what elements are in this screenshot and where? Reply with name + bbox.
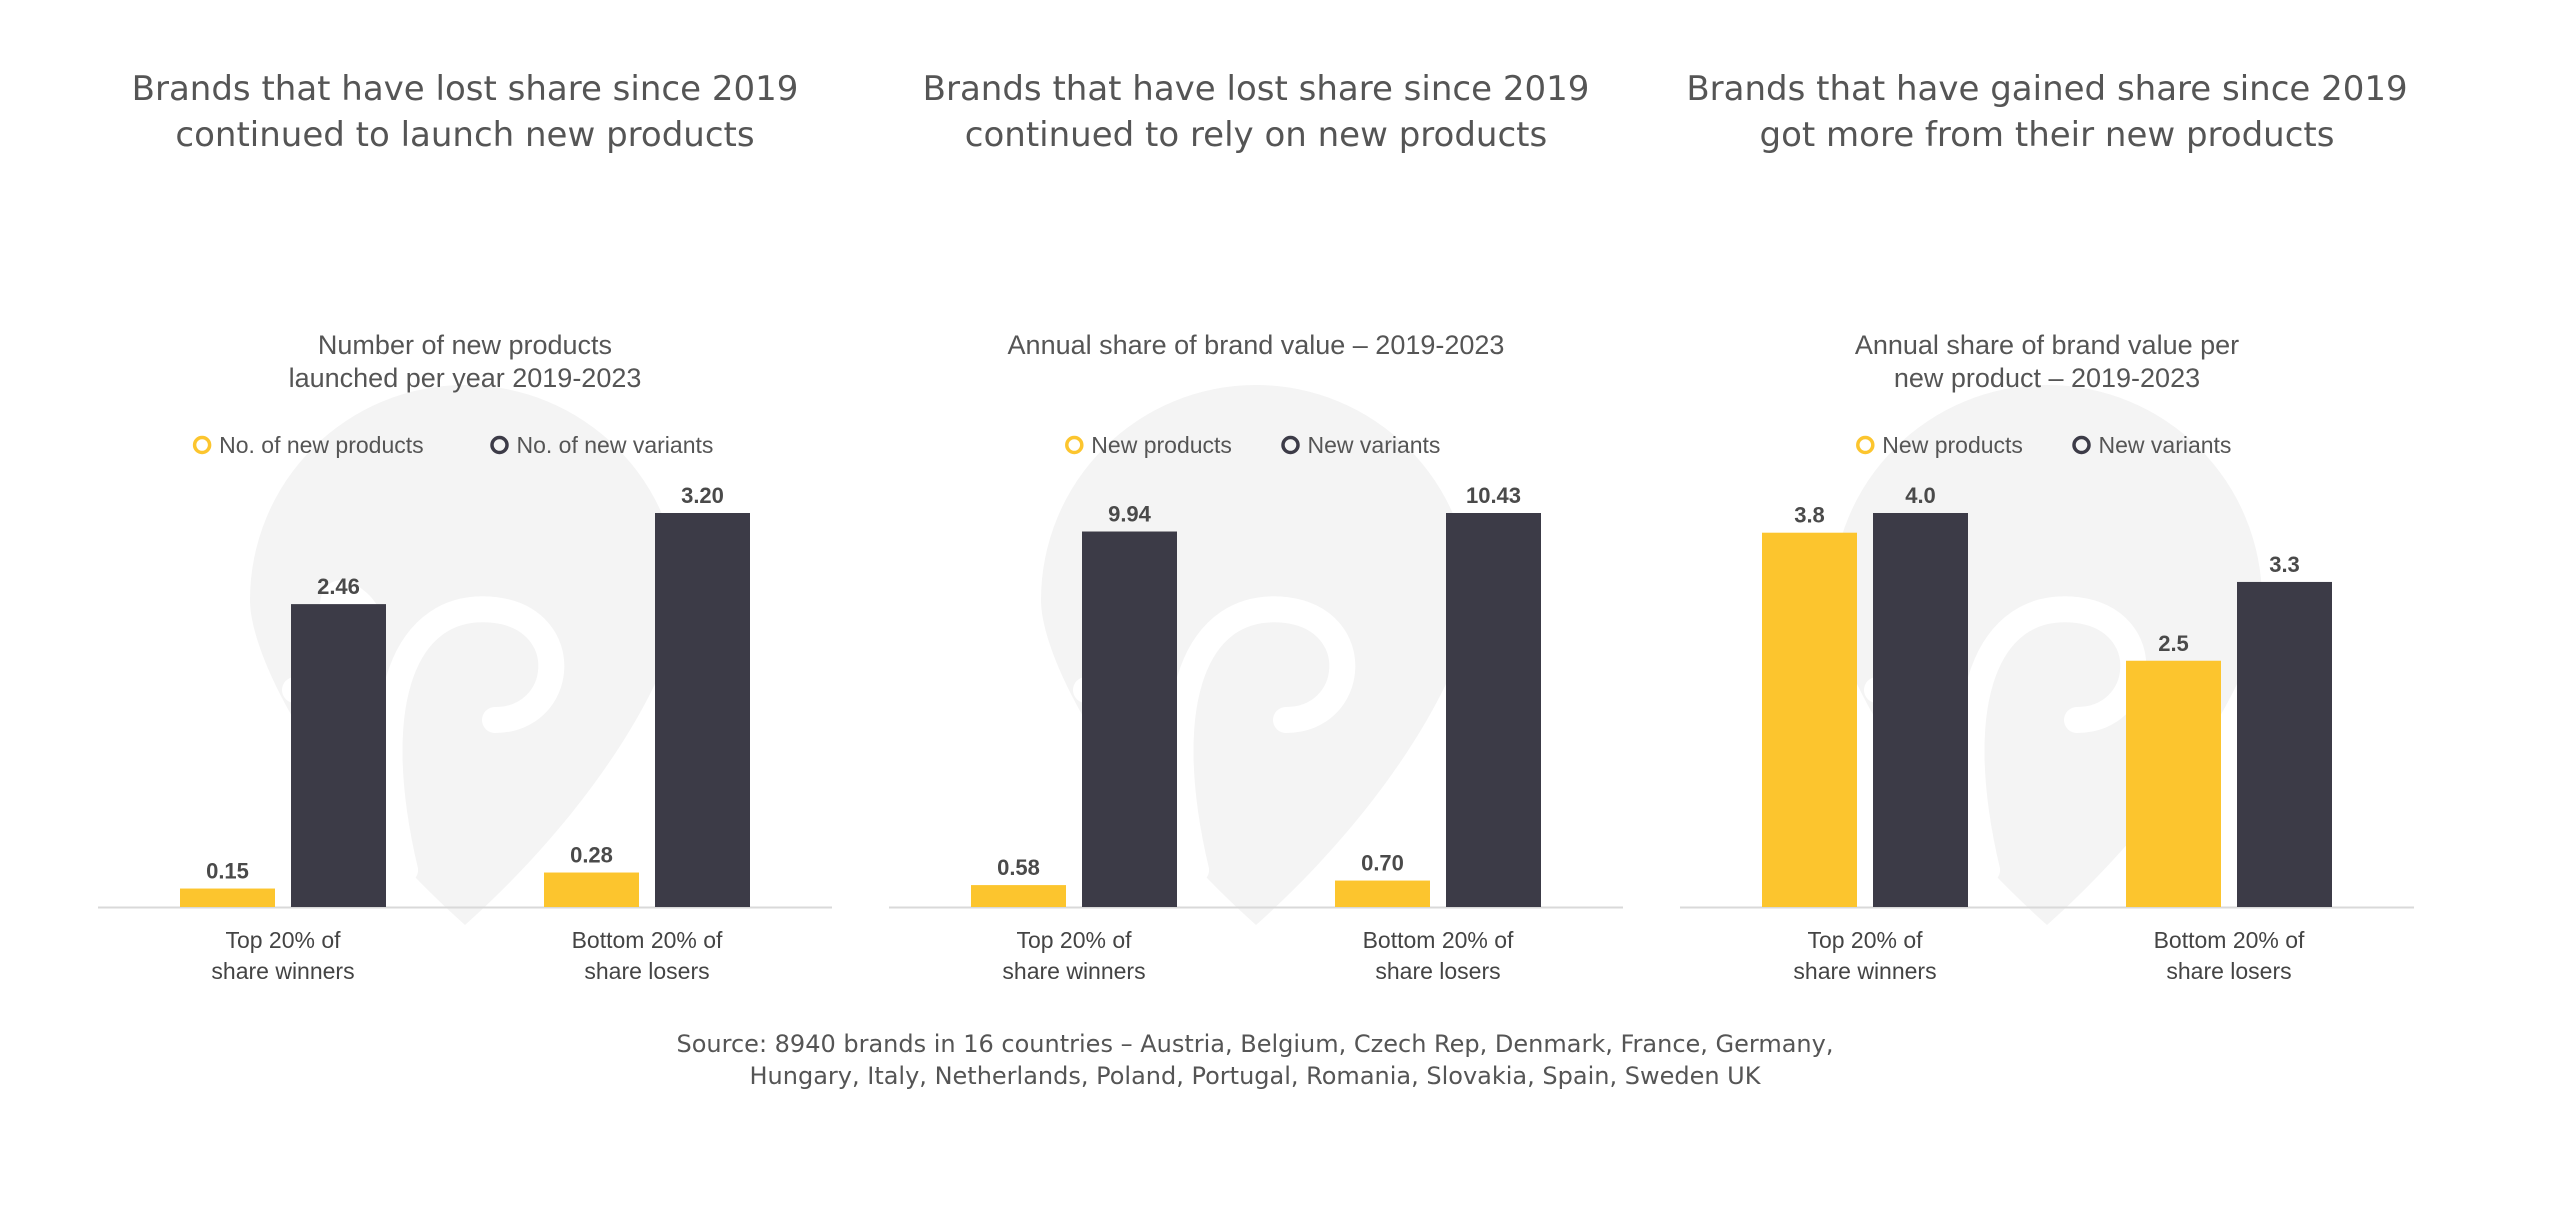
chart-title-line-2: new product – 2019-2023: [1894, 363, 2200, 393]
legend-label-2: New variants: [1308, 432, 1441, 458]
legend-item-2: New variants: [1281, 432, 1441, 458]
legend-item-1: New products: [1065, 432, 1232, 458]
data-label-new-products-2: 0.28: [570, 843, 613, 868]
panel-headline-line-2: got more from their new products: [1760, 115, 2335, 155]
category-label-1-line-2: share winners: [1002, 958, 1145, 984]
category-label-1-line-2: share winners: [211, 958, 354, 984]
category-label-1-line-1: Top 20% of: [1016, 927, 1132, 953]
legend-item-1: No. of new products: [192, 432, 424, 458]
data-label-new-variants-1: 2.46: [317, 574, 360, 599]
category-label-2-line-1: Bottom 20% of: [572, 927, 723, 953]
legend-swatch-2: [2072, 435, 2091, 455]
bar-new-products-2: [2126, 660, 2221, 907]
chart-title-line-1: Number of new products: [318, 330, 612, 360]
legend-item-2: No. of new variants: [490, 432, 714, 458]
chart-title-line-1: Annual share of brand value per: [1855, 330, 2239, 360]
bar-new-variants-2: [1446, 513, 1541, 907]
chart-panel-3: Brands that have gained share since 2019…: [1680, 69, 2414, 984]
legend-label-1: New products: [1882, 432, 2023, 458]
category-label-1-line-1: Top 20% of: [225, 927, 341, 953]
bar-new-variants-1: [291, 604, 386, 907]
legend-item-1: New products: [1856, 432, 2023, 458]
data-label-new-variants-2: 3.3: [2269, 552, 2300, 577]
category-label-2-line-1: Bottom 20% of: [1363, 927, 1514, 953]
category-label-2-line-1: Bottom 20% of: [2154, 927, 2305, 953]
bar-new-products-2: [544, 872, 639, 907]
category-label-2-line-2: share losers: [2166, 958, 2291, 984]
source-note-line-1: Source: 8940 brands in 16 countries – Au…: [677, 1030, 1834, 1058]
category-label-1-line-2: share winners: [1793, 958, 1936, 984]
bar-new-variants-1: [1873, 513, 1968, 907]
legend-item-2: New variants: [2072, 432, 2232, 458]
data-label-new-products-1: 0.15: [206, 859, 249, 884]
bar-new-products-1: [180, 888, 275, 907]
data-label-new-products-2: 0.70: [1361, 851, 1404, 876]
data-label-new-variants-2: 3.20: [681, 483, 724, 508]
bar-new-variants-2: [655, 513, 750, 907]
bar-new-products-1: [971, 885, 1066, 907]
legend-swatch-1: [1065, 435, 1084, 455]
data-label-new-products-2: 2.5: [2158, 631, 2189, 656]
data-label-new-products-1: 3.8: [1794, 503, 1825, 528]
legend-label-2: No. of new variants: [517, 432, 714, 458]
legend-swatch-1: [192, 435, 212, 455]
legend-label-2: New variants: [2099, 432, 2232, 458]
chart-title-line-2: launched per year 2019-2023: [289, 363, 642, 393]
data-label-new-variants-2: 10.43: [1466, 483, 1521, 508]
data-label-new-variants-1: 9.94: [1108, 502, 1152, 527]
data-label-new-products-1: 0.58: [997, 855, 1040, 880]
chart-panels: Brands that have lost share since 2019 co…: [98, 69, 2414, 984]
bar-new-variants-2: [2237, 581, 2332, 907]
bar-new-products-1: [1762, 532, 1857, 907]
panel-headline-line-1: Brands that have lost share since 2019: [923, 69, 1590, 109]
category-label-2-line-2: share losers: [584, 958, 709, 984]
legend-label-1: New products: [1091, 432, 1232, 458]
source-note-line-2: Hungary, Italy, Netherlands, Poland, Por…: [750, 1062, 1762, 1090]
panel-headline-line-2: continued to launch new products: [175, 115, 754, 155]
panel-headline-line-1: Brands that have lost share since 2019: [132, 69, 799, 109]
category-label-2-line-2: share losers: [1375, 958, 1500, 984]
chart-title-line-1: Annual share of brand value – 2019-2023: [1008, 330, 1505, 360]
bar-new-products-2: [1335, 880, 1430, 907]
chart-panel-1: Brands that have lost share since 2019 co…: [98, 69, 832, 984]
legend-swatch-1: [1856, 435, 1875, 455]
panel-headline-line-2: continued to rely on new products: [965, 115, 1547, 155]
legend-label-1: No. of new products: [219, 432, 424, 458]
panel-headline-line-1: Brands that have gained share since 2019: [1686, 69, 2407, 109]
chart-panel-2: Brands that have lost share since 2019 co…: [889, 69, 1623, 984]
category-label-1-line-1: Top 20% of: [1807, 927, 1923, 953]
bar-new-variants-1: [1082, 531, 1177, 907]
data-label-new-variants-1: 4.0: [1905, 483, 1936, 508]
legend-swatch-2: [1281, 435, 1300, 455]
legend-swatch-2: [490, 435, 509, 455]
